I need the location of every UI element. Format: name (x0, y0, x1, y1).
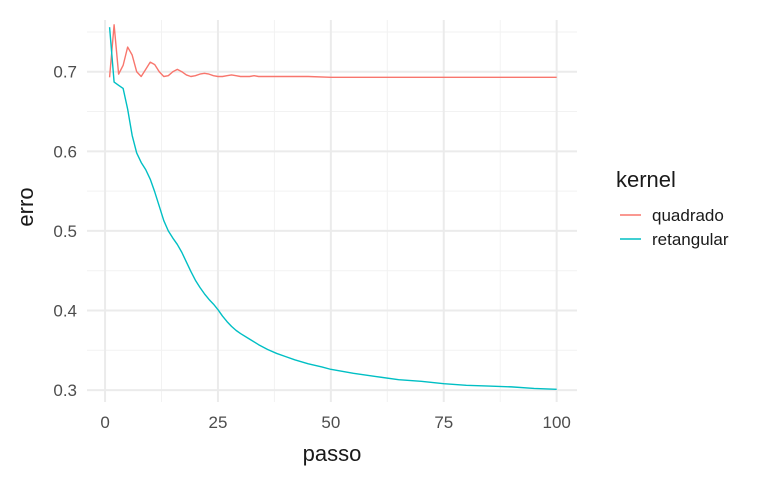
legend: kernel quadrado retangular (616, 167, 729, 249)
y-tick-label: 0.3 (53, 381, 77, 400)
legend-label-quadrado: quadrado (652, 206, 724, 225)
y-axis-tick-labels: 0.3 0.4 0.5 0.6 0.7 (53, 63, 77, 400)
y-tick-label: 0.5 (53, 222, 77, 241)
y-tick-label: 0.4 (53, 301, 77, 320)
x-axis-title: passo (303, 441, 362, 466)
legend-title: kernel (616, 167, 676, 192)
series-line-retangular (108, 27, 557, 390)
x-axis-tick-labels: 0 25 50 75 100 (100, 413, 571, 432)
x-tick-label: 100 (542, 413, 570, 432)
x-tick-label: 75 (434, 413, 453, 432)
x-tick-label: 25 (209, 413, 228, 432)
x-tick-label: 50 (321, 413, 340, 432)
y-axis-title: erro (13, 187, 38, 226)
minor-gridlines (87, 20, 577, 402)
y-tick-label: 0.7 (53, 63, 77, 82)
series-line-quadrado (108, 24, 557, 78)
major-gridlines (87, 20, 577, 402)
series-layer (108, 24, 557, 390)
y-tick-label: 0.6 (53, 142, 77, 161)
x-tick-label: 0 (100, 413, 109, 432)
legend-label-retangular: retangular (652, 230, 729, 249)
